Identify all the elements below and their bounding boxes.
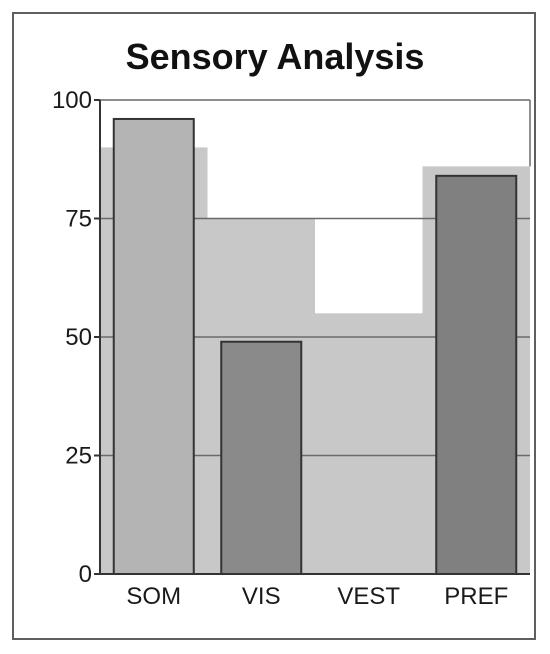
- y-tick-label-0: 0: [79, 561, 92, 588]
- x-tick-label-vis: VIS: [242, 583, 281, 610]
- y-tick-label-100: 100: [52, 87, 92, 114]
- y-tick-label-75: 75: [65, 206, 92, 233]
- reference-band-vest: [315, 313, 423, 574]
- x-tick-label-som: SOM: [126, 583, 181, 610]
- bar-som: [112, 117, 195, 576]
- y-tick-label-25: 25: [65, 443, 92, 470]
- bar-vis: [220, 340, 303, 575]
- chart-title: Sensory Analysis: [125, 36, 425, 77]
- y-tick-label-50: 50: [65, 324, 92, 351]
- label-layer: 0 25 50 75 100 SOM VIS VEST PREF: [52, 87, 508, 610]
- x-tick-label-pref: PREF: [444, 583, 508, 610]
- axis-layer: [94, 99, 530, 575]
- bar-layer: [112, 117, 518, 576]
- x-tick-label-vest: VEST: [337, 583, 400, 610]
- bar-pref: [435, 174, 518, 575]
